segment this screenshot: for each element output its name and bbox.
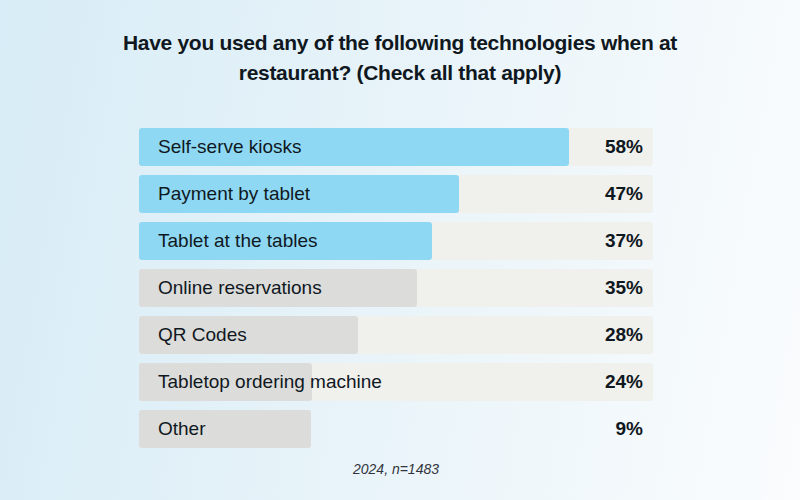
page-title: Have you used any of the following techn… <box>0 28 800 88</box>
bar-label: Other <box>158 410 206 448</box>
bar-value: 28% <box>605 316 643 354</box>
bar-value: 24% <box>605 363 643 401</box>
bar-label: Self-serve kiosks <box>158 128 302 166</box>
bar-row: QR Codes 28% <box>139 316 653 354</box>
chart-title: Have you used any of the following techn… <box>68 28 733 88</box>
bar-value: 37% <box>605 222 643 260</box>
bar-value: 9% <box>616 410 643 448</box>
bar-row: Self-serve kiosks 58% <box>139 128 653 166</box>
bar-value: 58% <box>605 128 643 166</box>
bar-label: QR Codes <box>158 316 247 354</box>
bar-row: Tablet at the tables 37% <box>139 222 653 260</box>
bar-row: Tabletop ordering machine 24% <box>139 363 653 401</box>
bar-label: Tabletop ordering machine <box>158 363 382 401</box>
bar-row: Online reservations 35% <box>139 269 653 307</box>
bar-label: Tablet at the tables <box>158 222 318 260</box>
bar-label: Payment by tablet <box>158 175 310 213</box>
bar-label: Online reservations <box>158 269 322 307</box>
bar-row: Payment by tablet 47% <box>139 175 653 213</box>
bar-value: 47% <box>605 175 643 213</box>
bar-row: Other 9% <box>139 410 653 448</box>
bar-value: 35% <box>605 269 643 307</box>
bar-chart: Self-serve kiosks 58% Payment by tablet … <box>139 128 653 477</box>
sample-note: 2024, n=1483 <box>139 461 653 477</box>
